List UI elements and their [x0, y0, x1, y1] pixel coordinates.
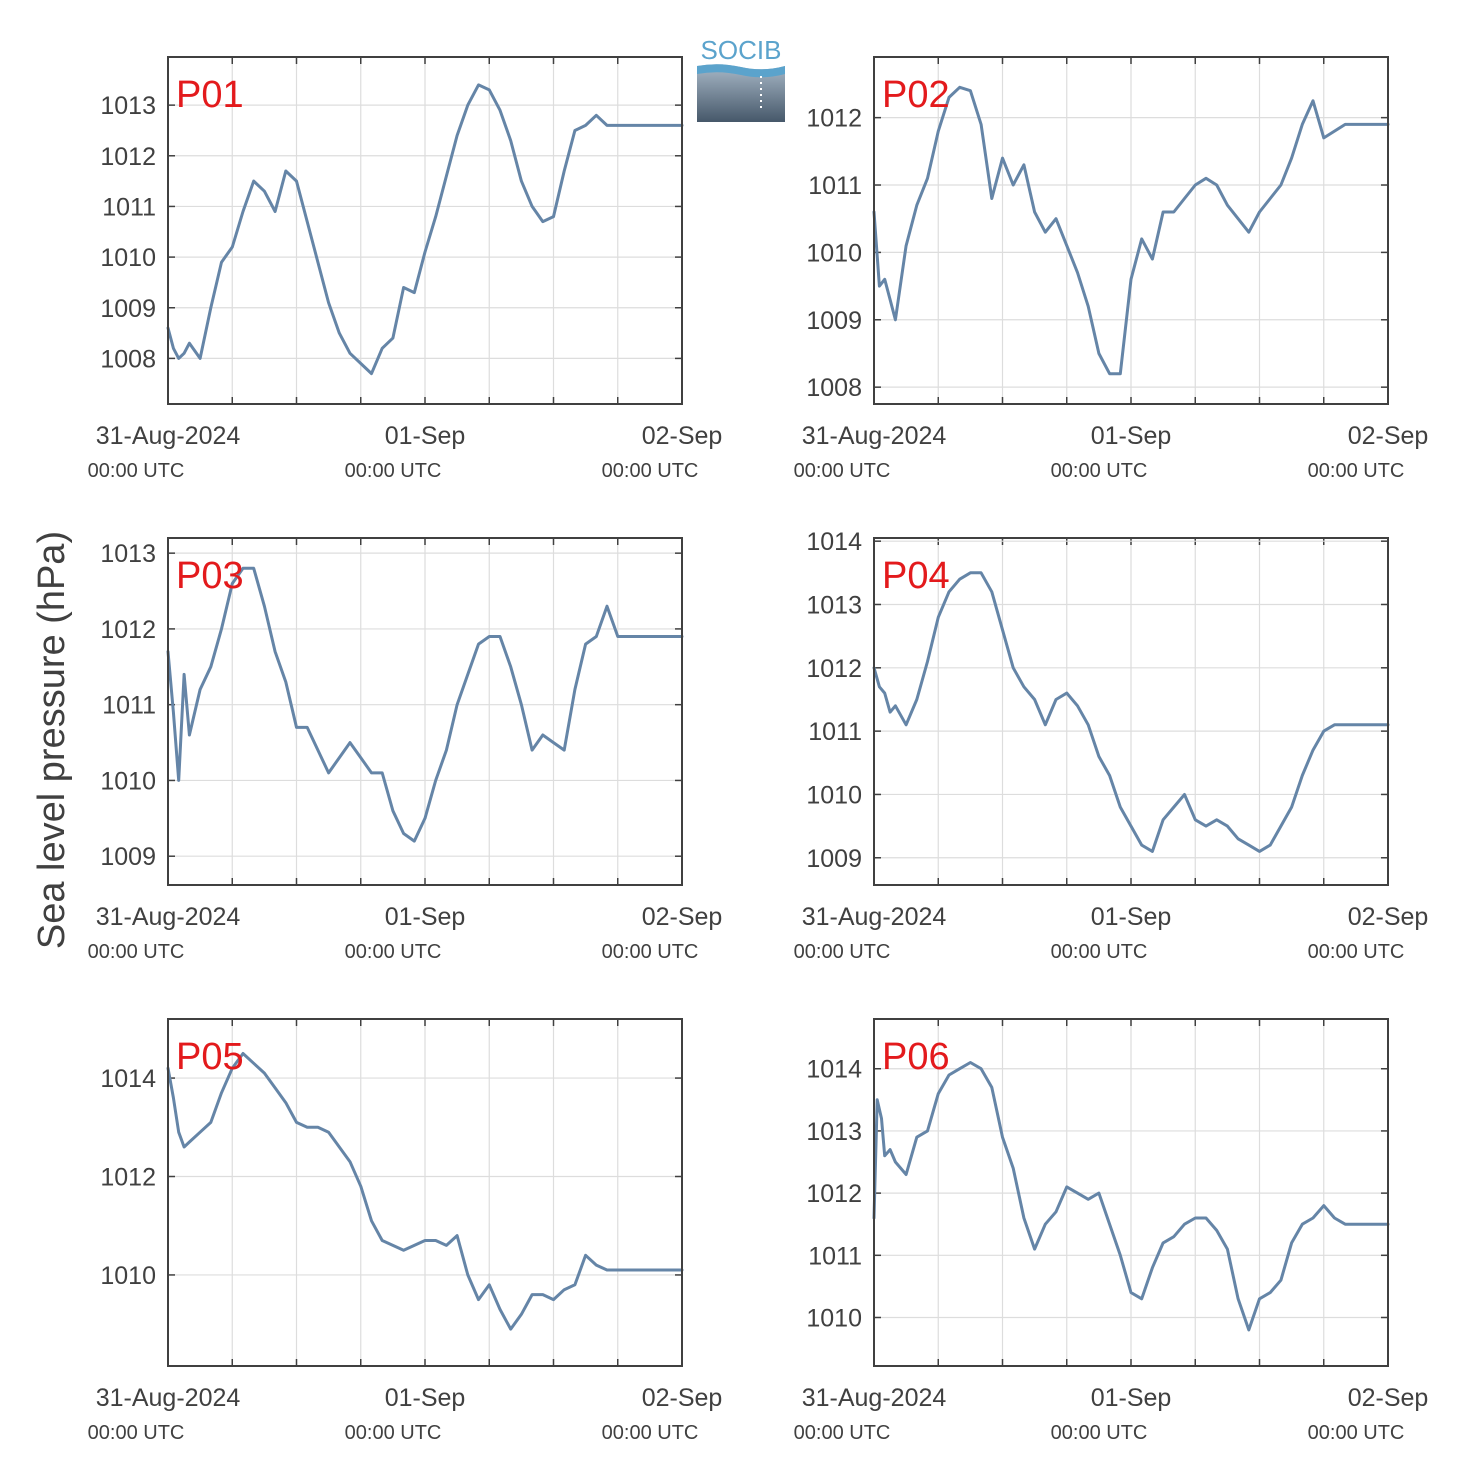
series-line: [166, 83, 684, 376]
x-tick-sublabel: 00:00 UTC: [1308, 1422, 1405, 1444]
y-tick-label: 1013: [100, 540, 156, 568]
panel-p03: 1009 1010 1011 1012 1013 P03 31-Aug-2024 00:00 …: [88, 537, 723, 963]
y-tick-label: 1010: [806, 1304, 862, 1332]
y-tick-label: 1014: [100, 1065, 156, 1093]
y-tick-label: 1014: [806, 528, 862, 556]
series-line: [872, 85, 1390, 376]
x-tick-sublabel: 00:00 UTC: [794, 460, 891, 482]
y-tick-label: 1012: [100, 1164, 156, 1192]
x-tick-sublabel: 00:00 UTC: [794, 1422, 891, 1444]
y-tick-label: 1011: [808, 1242, 862, 1270]
x-tick-sublabel: 00:00 UTC: [88, 460, 185, 482]
logo-text: SOCIB: [701, 35, 782, 65]
x-tick-label: 02-Sep: [642, 1384, 723, 1412]
x-tick-sublabel: 00:00 UTC: [602, 1422, 699, 1444]
x-tick-sublabel: 00:00 UTC: [1051, 460, 1148, 482]
panel-p05: 1010 1012 1014 P05 31-Aug-2024 00:00 UTC 01-Se…: [88, 1018, 723, 1444]
x-tick-sublabel: 00:00 UTC: [345, 941, 442, 963]
y-tick-label: 1011: [808, 172, 862, 200]
y-axis-label: Sea level pressure (hPa): [31, 531, 73, 949]
x-tick-sublabel: 00:00 UTC: [88, 1422, 185, 1444]
series-line: [166, 566, 684, 843]
x-tick-label: 01-Sep: [1091, 422, 1172, 450]
x-tick-label: 02-Sep: [1348, 1384, 1429, 1412]
series-line: [872, 1061, 1390, 1332]
series-line: [166, 1052, 684, 1331]
x-tick-sublabel: 00:00 UTC: [602, 941, 699, 963]
y-tick-label: 1012: [100, 616, 156, 644]
x-tick-label: 31-Aug-2024: [802, 422, 947, 450]
x-tick-label: 01-Sep: [1091, 903, 1172, 931]
x-tick-sublabel: 00:00 UTC: [88, 941, 185, 963]
panel-label: P01: [176, 74, 244, 116]
y-tick-label: 1012: [806, 655, 862, 683]
panel-label: P06: [882, 1036, 950, 1078]
x-tick-sublabel: 00:00 UTC: [345, 1422, 442, 1444]
y-tick-label: 1010: [806, 239, 862, 267]
x-tick-label: 31-Aug-2024: [96, 422, 241, 450]
x-tick-sublabel: 00:00 UTC: [1308, 941, 1405, 963]
x-tick-label: 02-Sep: [1348, 422, 1429, 450]
x-tick-sublabel: 00:00 UTC: [602, 460, 699, 482]
y-tick-label: 1010: [100, 767, 156, 795]
x-tick-sublabel: 00:00 UTC: [345, 460, 442, 482]
y-tick-label: 1014: [806, 1056, 862, 1084]
y-tick-label: 1010: [100, 244, 156, 272]
panel-p06: 1010 1011 1012 1013 1014 P06 31-Aug-2024 00:00 …: [794, 1018, 1429, 1444]
plot-frame: [167, 56, 683, 405]
logo-wave-crest: [697, 64, 785, 78]
y-tick-label: 1013: [100, 92, 156, 120]
y-tick-label: 1011: [808, 718, 862, 746]
x-tick-label: 01-Sep: [1091, 1384, 1172, 1412]
x-tick-label: 01-Sep: [385, 903, 466, 931]
x-tick-sublabel: 00:00 UTC: [1051, 941, 1148, 963]
plot-frame: [873, 56, 1389, 405]
panel-p01: 1008 1009 1010 1011 1012 1013 P01 31-Aug-2024 00…: [88, 56, 723, 482]
y-tick-label: 1012: [806, 1180, 862, 1208]
y-tick-label: 1013: [806, 591, 862, 619]
x-tick-label: 31-Aug-2024: [96, 903, 241, 931]
y-tick-label: 1013: [806, 1118, 862, 1146]
x-tick-sublabel: 00:00 UTC: [1308, 460, 1405, 482]
panel-p02: 1008 1009 1010 1011 1012 P02 31-Aug-2024 00:00 …: [794, 56, 1429, 482]
y-tick-label: 1011: [102, 193, 156, 221]
y-tick-label: 1012: [100, 143, 156, 171]
y-tick-label: 1009: [100, 295, 156, 323]
y-tick-label: 1009: [100, 843, 156, 871]
y-tick-label: 1008: [100, 345, 156, 373]
panel-label: P02: [882, 74, 950, 116]
y-tick-label: 1010: [806, 781, 862, 809]
plot-frame: [167, 537, 683, 886]
x-tick-sublabel: 00:00 UTC: [794, 941, 891, 963]
y-tick-label: 1010: [100, 1262, 156, 1290]
y-tick-label: 1011: [102, 692, 156, 720]
series-line: [872, 571, 1390, 853]
y-tick-label: 1009: [806, 307, 862, 335]
x-tick-sublabel: 00:00 UTC: [1051, 1422, 1148, 1444]
plot-frame: [873, 537, 1389, 886]
x-tick-label: 02-Sep: [642, 422, 723, 450]
y-tick-label: 1012: [806, 105, 862, 133]
plot-frame: [873, 1018, 1389, 1367]
x-tick-label: 02-Sep: [1348, 903, 1429, 931]
x-tick-label: 31-Aug-2024: [96, 1384, 241, 1412]
logo-wave: [697, 64, 785, 122]
x-tick-label: 31-Aug-2024: [802, 1384, 947, 1412]
x-tick-label: 01-Sep: [385, 1384, 466, 1412]
y-tick-label: 1008: [806, 374, 862, 402]
panel-label: P04: [882, 555, 950, 597]
panel-p04: 1009 1010 1011 1012 1013 1014 P04 31-Aug-2024 00…: [794, 528, 1429, 963]
plot-frame: [167, 1018, 683, 1367]
x-tick-label: 02-Sep: [642, 903, 723, 931]
x-tick-label: 31-Aug-2024: [802, 903, 947, 931]
y-tick-label: 1009: [806, 845, 862, 873]
panel-label: P03: [176, 555, 244, 597]
x-tick-label: 01-Sep: [385, 422, 466, 450]
socib-logo: SOCIB: [697, 35, 785, 122]
panel-label: P05: [176, 1036, 244, 1078]
